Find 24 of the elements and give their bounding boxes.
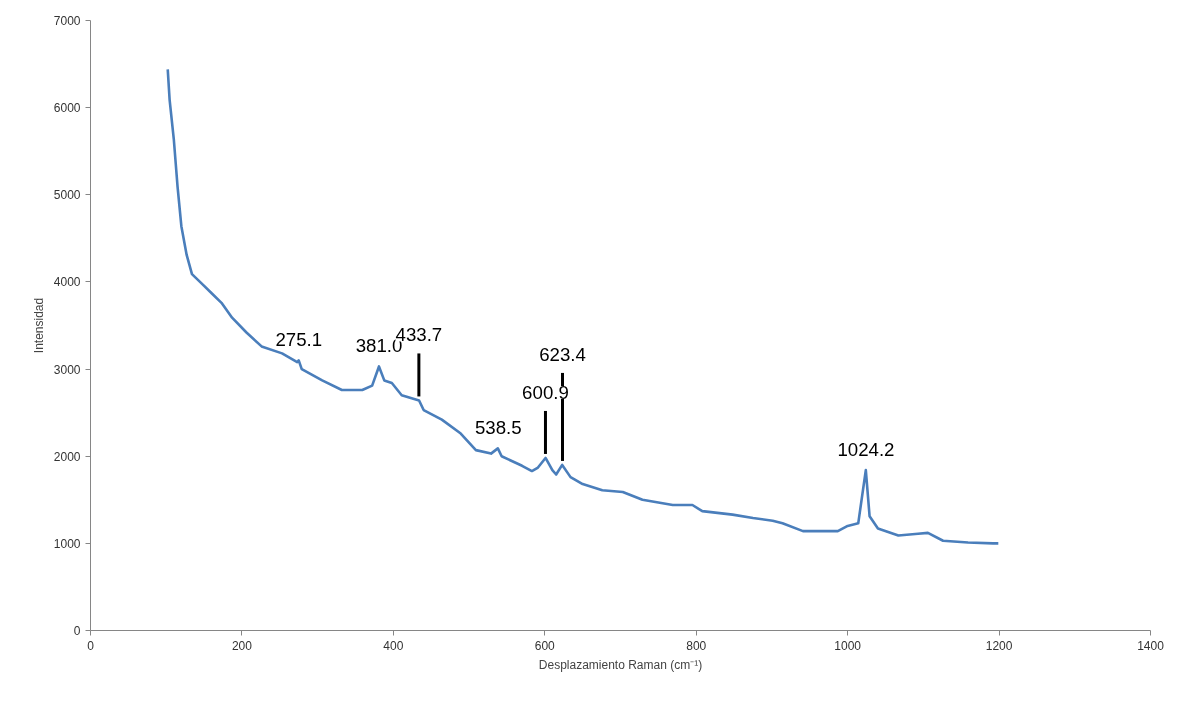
x-axis-title: Desplazamiento Raman (cm⁻¹) bbox=[538, 657, 703, 672]
y-tick-label: 6000 bbox=[53, 101, 81, 116]
x-tick-label: 1400 bbox=[1137, 638, 1165, 653]
annotation: 623.4 bbox=[539, 343, 586, 365]
y-tick-label: 7000 bbox=[53, 14, 81, 28]
x-tick-label: 200 bbox=[231, 638, 253, 653]
x-tick-label: 800 bbox=[686, 638, 707, 653]
annotation: 600.9 bbox=[522, 381, 569, 403]
y-tick-label: 5000 bbox=[53, 188, 81, 203]
y-tick-label: 3000 bbox=[53, 362, 81, 377]
x-tick-label: 600 bbox=[534, 638, 556, 653]
line-series bbox=[166, 68, 1000, 545]
y-axis-title: Intensidad bbox=[31, 297, 46, 354]
x-tick-label: 400 bbox=[383, 638, 404, 653]
x-tick-label: 0 bbox=[87, 638, 95, 653]
y-tick-label: 0 bbox=[73, 624, 81, 638]
annotation: 275.1 bbox=[275, 329, 323, 351]
x-tick-label: 1000 bbox=[834, 638, 862, 653]
y-tick-label: 4000 bbox=[53, 275, 81, 290]
annotation: 1024.2 bbox=[837, 439, 895, 461]
y-tick-label: 2000 bbox=[53, 449, 81, 464]
annotation: 538.5 bbox=[474, 417, 522, 439]
x-tick-label: 1200 bbox=[985, 638, 1013, 653]
y-tick-label: 1000 bbox=[53, 536, 81, 551]
